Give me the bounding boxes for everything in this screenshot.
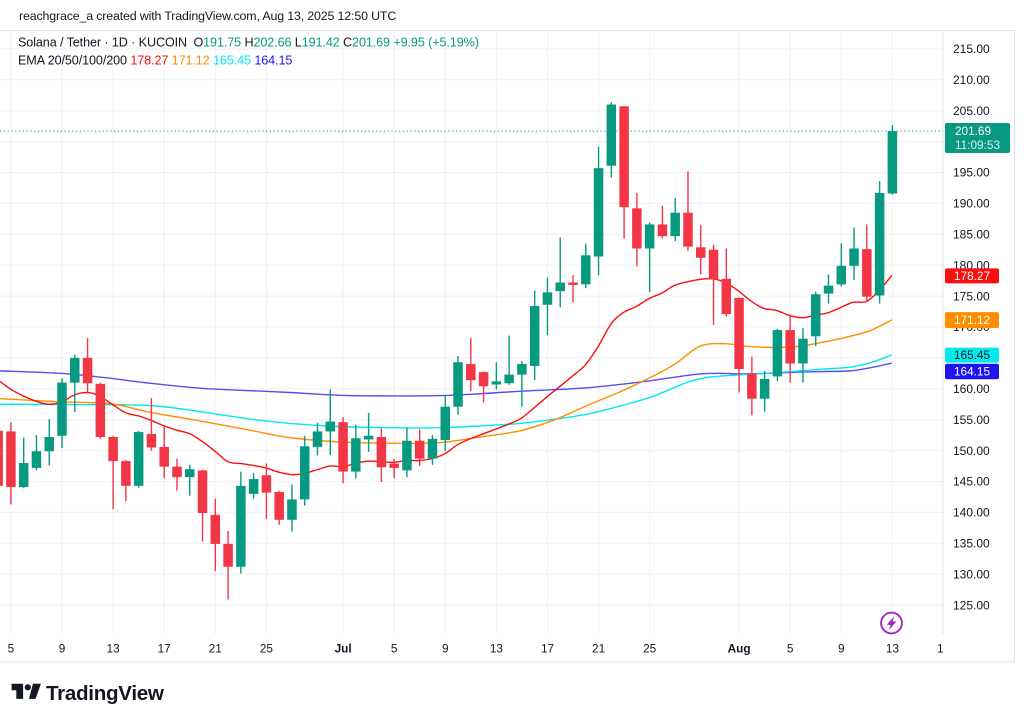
svg-text:9: 9	[442, 642, 449, 656]
svg-text:178.27: 178.27	[954, 269, 990, 283]
svg-text:13: 13	[490, 642, 504, 656]
svg-text:TradingView: TradingView	[46, 682, 165, 705]
svg-text:215.00: 215.00	[953, 42, 990, 56]
svg-text:164.15: 164.15	[954, 365, 991, 379]
svg-text:125.00: 125.00	[953, 598, 990, 612]
svg-text:205.00: 205.00	[953, 104, 990, 118]
svg-text:150.00: 150.00	[953, 444, 990, 458]
svg-text:145.00: 145.00	[953, 475, 990, 489]
svg-text:160.00: 160.00	[953, 382, 990, 396]
svg-text:13: 13	[886, 642, 900, 656]
svg-text:165.45: 165.45	[954, 348, 991, 362]
svg-text:195.00: 195.00	[953, 166, 990, 180]
svg-text:EMA 20/50/100/200 178.27 171: EMA 20/50/100/200 178.27 171.12 165.45 1…	[18, 54, 292, 68]
svg-text:11:09:53: 11:09:53	[955, 138, 1000, 152]
svg-text:5: 5	[391, 642, 398, 656]
svg-text:140.00: 140.00	[953, 506, 990, 520]
svg-text:185.00: 185.00	[953, 228, 990, 242]
svg-text:21: 21	[209, 642, 222, 656]
svg-text:13: 13	[107, 642, 121, 656]
svg-text:9: 9	[838, 642, 845, 656]
svg-text:171.12: 171.12	[954, 313, 990, 327]
svg-text:5: 5	[8, 642, 15, 656]
svg-text:25: 25	[260, 642, 274, 656]
svg-text:Solana / Tether · 1D · KUCOIN: Solana / Tether · 1D · KUCOIN O191.75 H2…	[18, 36, 479, 50]
svg-text:190.00: 190.00	[953, 197, 990, 211]
svg-text:210.00: 210.00	[953, 73, 990, 87]
svg-text:175.00: 175.00	[953, 289, 990, 303]
svg-text:5: 5	[787, 642, 794, 656]
svg-text:Jul: Jul	[335, 642, 352, 656]
svg-text:17: 17	[158, 642, 171, 656]
svg-text:155.00: 155.00	[953, 413, 990, 427]
svg-text:17: 17	[541, 642, 554, 656]
svg-text:25: 25	[643, 642, 657, 656]
svg-text:reachgrace_a created with Trad: reachgrace_a created with TradingView.co…	[19, 9, 396, 23]
svg-text:130.00: 130.00	[953, 567, 990, 581]
svg-text:21: 21	[592, 642, 605, 656]
svg-text:Aug: Aug	[728, 642, 751, 656]
svg-text:135.00: 135.00	[953, 537, 990, 551]
svg-text:201.69: 201.69	[955, 124, 991, 138]
svg-text:9: 9	[59, 642, 66, 656]
svg-text:17: 17	[937, 642, 950, 656]
